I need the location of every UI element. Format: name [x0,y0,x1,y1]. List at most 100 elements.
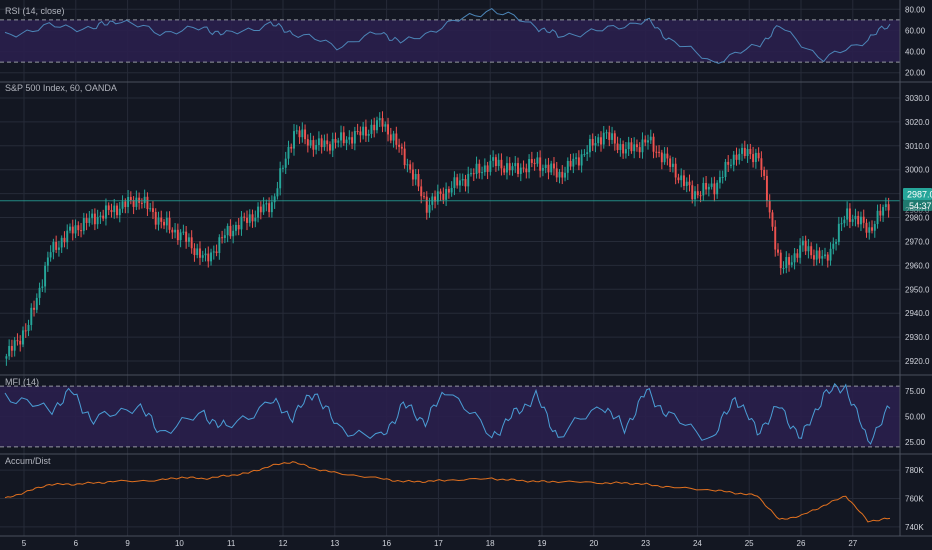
candle-body [82,218,85,231]
x-tick-label: 11 [227,539,236,548]
candle-body [10,346,13,351]
candle-body [569,160,572,167]
candle-body [583,154,586,156]
price-pane-title[interactable]: S&P 500 Index, 60, OANDA [5,83,117,93]
candle-body [116,205,118,216]
candle-body [273,196,276,203]
candle-body [57,247,60,250]
candle-body [655,151,658,153]
candle-body [464,179,467,187]
candle-body [494,157,497,167]
accum-pane-title[interactable]: Accum/Dist [5,456,51,466]
y-tick-label: 2960.0 [905,261,930,270]
candle-body [124,201,127,208]
candle-body [812,255,815,260]
candle-body [193,248,196,256]
candle-body [649,136,652,141]
candle-body [312,140,315,150]
candle-body [80,230,83,232]
candle-body [605,132,608,134]
candle-body [212,251,215,253]
candle-body [35,297,38,310]
candle-body [400,146,403,149]
mfi-band-fill [0,386,900,447]
candle-body [63,237,66,243]
candle-body [796,253,799,258]
candle-body [30,307,33,325]
candle-body [818,250,821,259]
candle-body [262,204,265,213]
candle-body [436,191,439,202]
x-tick-label: 18 [486,539,495,548]
candle-body [215,251,218,254]
candle-body [644,139,647,143]
candle-body [279,168,282,189]
candle-body [685,181,688,186]
candle-body [522,167,525,169]
candle-body [727,161,730,165]
candle-body [732,154,735,165]
candle-body [658,151,661,153]
candle-body [348,137,351,140]
candle-body [204,253,207,256]
mfi-pane-title[interactable]: MFI (14) [5,377,39,387]
candle-body [470,173,472,175]
last-price-badge: 2987.0 [903,188,932,200]
y-tick-label: 60.00 [905,26,926,35]
candle-body [423,196,425,198]
rsi-line [4,7,891,64]
candle-body [572,158,575,167]
candle-body [331,139,334,151]
candle-body [608,132,611,140]
candle-body [544,164,547,169]
candle-body [472,173,475,175]
candle-body [201,255,204,258]
candle-body [760,158,763,170]
y-tick-label: 3000.0 [905,166,930,175]
candle-body [511,166,514,171]
candle-body [171,229,174,233]
x-tick-label: 12 [279,539,288,548]
candle-body [41,286,44,288]
candle-body [810,246,813,256]
candle-body [409,164,412,170]
candle-body [785,257,788,269]
rsi-pane-title[interactable]: RSI (14, close) [5,6,65,16]
candle-body [564,172,567,178]
candle-body [33,307,36,310]
candle-body [508,163,511,171]
candle-body [779,252,782,269]
candle-body [323,140,326,148]
y-tick-label: 2930.0 [905,333,930,342]
y-tick-label: 3010.0 [905,142,930,151]
candle-body [588,138,591,153]
candle-body [223,235,226,239]
candle-body [525,168,528,173]
candle-body [328,144,331,151]
candle-body [768,200,771,213]
candle-body [652,136,655,152]
candle-body [594,143,597,146]
candle-body [832,243,835,249]
candle-body [351,137,354,144]
candle-body [707,186,710,190]
candle-body [38,287,41,298]
candle-body [334,139,337,143]
candle-body [248,214,251,223]
candle-body [69,226,71,231]
candle-body [378,118,381,121]
candle-body [846,208,849,220]
x-tick-label: 23 [641,539,650,548]
candle-body [848,208,851,222]
candle-body [580,154,583,166]
candle-body [16,340,19,342]
candle-body [199,248,201,258]
candle-body [613,133,616,144]
candle-body [364,126,367,136]
candle-body [340,132,342,141]
candle-body [99,215,102,217]
candle-body [882,207,885,216]
mfi-line [4,382,891,445]
pane-separators[interactable] [0,0,932,537]
